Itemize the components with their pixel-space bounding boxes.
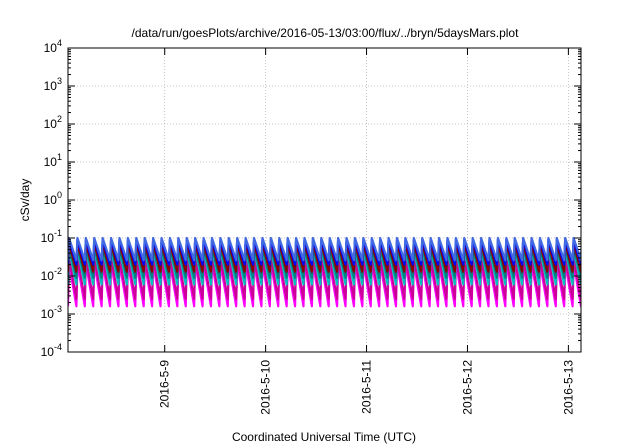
y-tick-label: 101 <box>44 152 62 169</box>
y-axis-label: cSv/day <box>18 179 32 222</box>
x-axis-label: Coordinated Universal Time (UTC) <box>232 430 416 444</box>
x-tick-label: 2016-5-13 <box>561 360 575 415</box>
x-tick-label: 2016-5-9 <box>158 360 172 408</box>
y-tick-label: 10-1 <box>41 228 62 245</box>
plot-frame <box>67 47 582 353</box>
series-line-6 <box>68 236 581 262</box>
y-tick-label: 100 <box>44 190 62 207</box>
grid <box>68 48 581 352</box>
x-tick-label: 2016-5-11 <box>360 360 374 414</box>
y-axis: 10-4 10-3 10-2 10-1 100 101 102 103 104 <box>41 38 581 359</box>
y-tick-label: 103 <box>44 76 62 93</box>
chart-title: /data/run/goesPlots/archive/2016-05-13/0… <box>132 26 520 40</box>
y-tick-label: 10-3 <box>41 304 62 321</box>
y-tick-label: 10-4 <box>41 342 62 359</box>
y-tick-label: 102 <box>44 114 62 131</box>
x-tick-label: 2016-5-12 <box>460 360 474 415</box>
x-tick-label: 2016-5-10 <box>259 360 273 415</box>
x-axis: 2016-5-9 2016-5-10 2016-5-11 2016-5-12 2016-… <box>158 48 575 415</box>
y-tick-label: 10-2 <box>41 266 62 283</box>
series-lines <box>68 236 581 308</box>
y-tick-label: 104 <box>44 38 62 55</box>
